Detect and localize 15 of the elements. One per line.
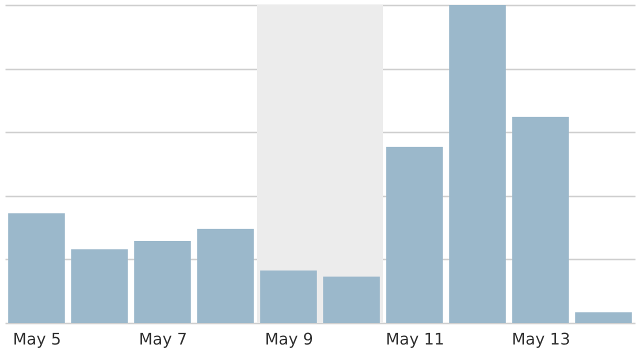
- bar: [575, 312, 632, 323]
- bar: [512, 116, 569, 323]
- x-tick-label: May 13: [512, 330, 570, 348]
- bar: [8, 213, 65, 323]
- bar: [260, 270, 317, 323]
- bar: [386, 146, 443, 323]
- bar: [134, 240, 191, 323]
- x-tick-label: May 7: [138, 330, 188, 348]
- bar: [71, 249, 128, 323]
- bar: [323, 276, 380, 323]
- x-tick-label: May 5: [12, 330, 62, 348]
- x-tick-label: May 9: [264, 330, 314, 348]
- x-tick-label: May 11: [386, 330, 444, 348]
- bar: [197, 228, 254, 323]
- bar: [449, 5, 506, 323]
